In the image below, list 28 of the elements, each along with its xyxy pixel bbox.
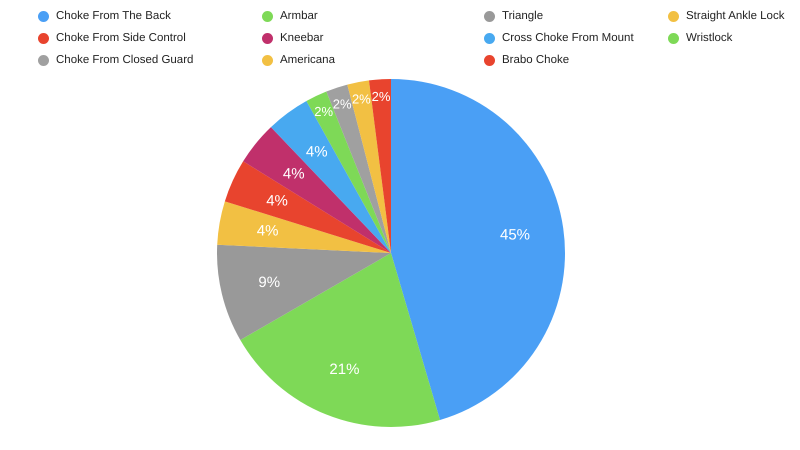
data-label: 4% — [266, 192, 288, 210]
legend-label: Choke From The Back — [56, 10, 171, 22]
data-label: 2% — [314, 104, 334, 120]
legend-label: Cross Choke From Mount — [502, 32, 634, 44]
pie-slice — [243, 127, 391, 253]
legend-label: Choke From Closed Guard — [56, 54, 194, 66]
pie-slice — [224, 161, 391, 253]
pie-slice — [306, 91, 391, 253]
legend-label: Americana — [280, 54, 335, 66]
data-label: 4% — [256, 222, 278, 240]
legend-label: Brabo Choke — [502, 54, 570, 66]
data-label: 9% — [258, 274, 280, 292]
data-label: 4% — [306, 144, 328, 161]
data-label: 2% — [372, 89, 391, 104]
data-label: 45% — [500, 226, 530, 244]
legend-label: Choke From Side Control — [56, 32, 186, 44]
pie-slice — [217, 244, 391, 340]
legend-label: Armbar — [280, 10, 318, 22]
data-label: 2% — [352, 92, 372, 107]
legend-label: Kneebar — [280, 32, 324, 44]
data-label: 21% — [329, 360, 360, 378]
pie-slice — [240, 253, 440, 427]
data-label: 4% — [282, 166, 305, 183]
legend-label: Wristlock — [686, 32, 732, 44]
legend-label: Triangle — [502, 10, 544, 22]
legend-label: Straight Ankle Lock — [686, 10, 784, 22]
pie-slice — [368, 79, 391, 253]
data-label: 2% — [332, 96, 352, 112]
